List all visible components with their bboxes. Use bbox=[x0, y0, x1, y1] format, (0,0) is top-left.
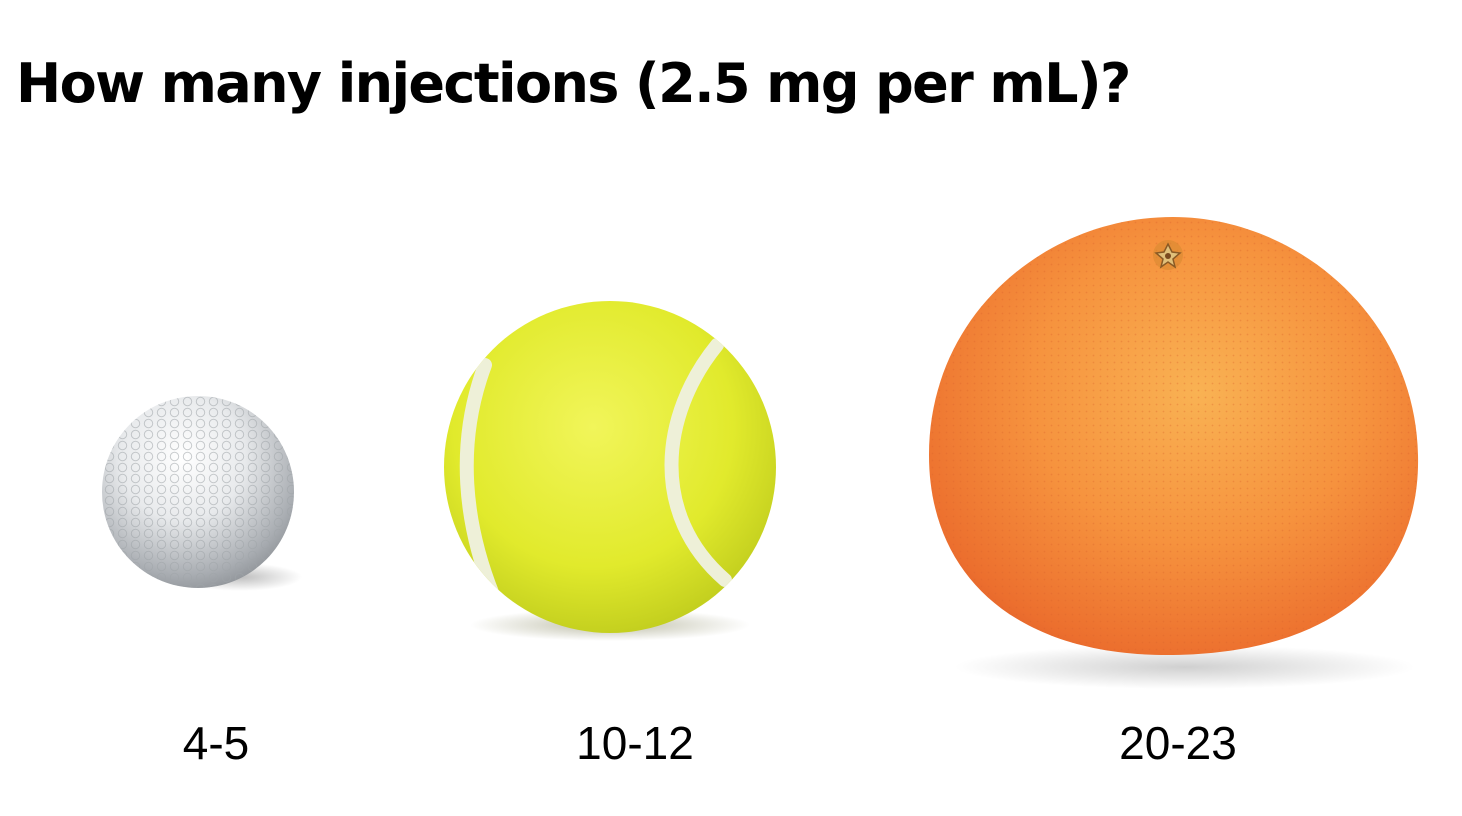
tennis-ball-label: 10-12 bbox=[576, 717, 694, 769]
slide-title: How many injections (2.5 mg per mL)? bbox=[16, 52, 1131, 115]
grapefruit-image bbox=[915, 205, 1435, 695]
grapefruit-label: 20-23 bbox=[1119, 717, 1237, 769]
tennis-ball-image bbox=[425, 295, 795, 645]
golf-ball-label: 4-5 bbox=[182, 717, 250, 769]
golf-ball-image bbox=[90, 385, 320, 605]
